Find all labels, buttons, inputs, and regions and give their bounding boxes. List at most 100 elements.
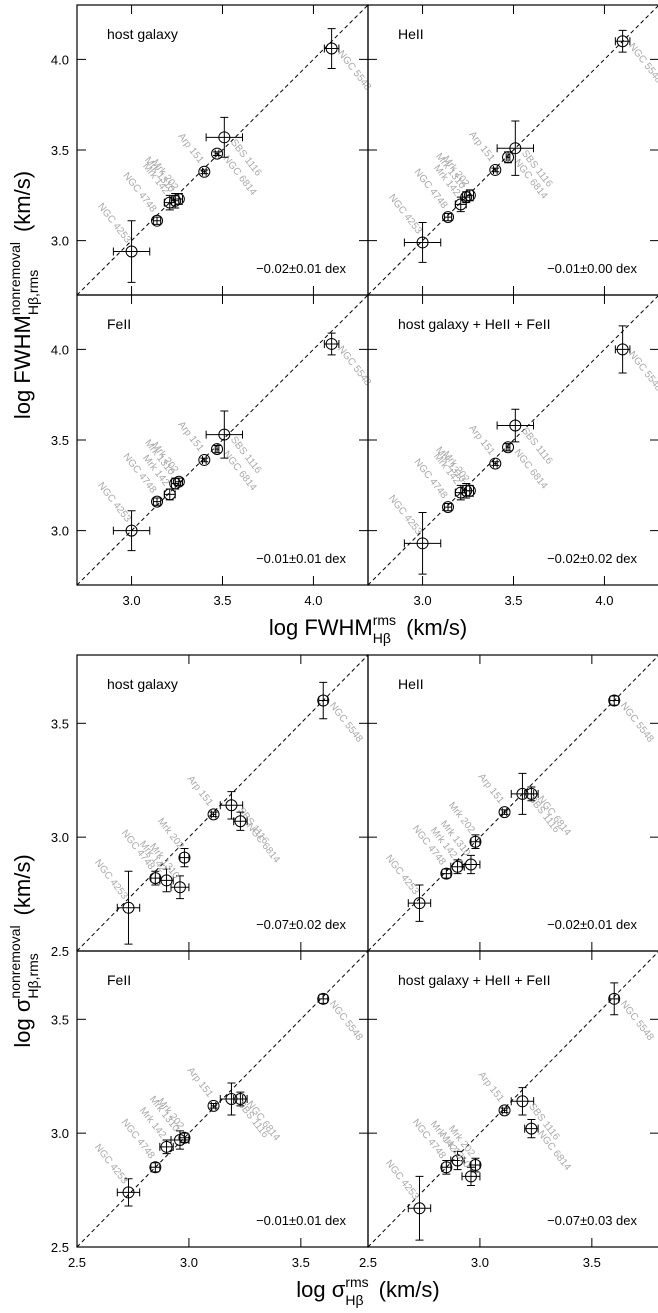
y-error-bar xyxy=(200,457,209,463)
point xyxy=(160,874,173,887)
y-error-bar xyxy=(327,28,336,69)
object-label: NGC 5548 xyxy=(618,701,656,745)
x-tick-label: 3.5 xyxy=(213,593,231,608)
y-error-bar xyxy=(200,169,209,175)
point xyxy=(173,881,186,894)
point xyxy=(207,808,220,821)
x-tick-label: 3.0 xyxy=(471,1255,489,1270)
panel-label: HeII xyxy=(398,676,424,692)
object-label: NGC 4253 xyxy=(383,853,421,897)
x-axis-label: log σrms Hβ (km/s) xyxy=(296,1274,439,1308)
y-error-bar xyxy=(327,332,336,356)
y-error-bar xyxy=(127,510,136,552)
point xyxy=(440,1161,453,1174)
panel-label: FeII xyxy=(107,316,131,332)
object-label: NGC 4253 xyxy=(92,1142,130,1186)
x-tick-label: 3.5 xyxy=(292,1255,310,1270)
object-label: NGC 5548 xyxy=(626,41,658,85)
x-axis-label-unit: (km/s) xyxy=(379,1277,440,1302)
y-error-bar xyxy=(618,29,627,53)
y-axis-label-main: log σ xyxy=(10,998,35,1047)
object-label: NGC 4253 xyxy=(95,201,133,245)
y-axis-label-unit: (km/s) xyxy=(10,854,35,915)
point xyxy=(149,1161,162,1174)
y-tick-label: 4.0 xyxy=(51,342,69,357)
point xyxy=(218,131,231,144)
object-label: NGC 4253 xyxy=(386,493,424,537)
y-tick-label: 2.5 xyxy=(51,944,69,959)
y-tick-label: 2.5 xyxy=(51,1240,69,1255)
y-error-bar xyxy=(319,681,328,720)
object-label: NGC 5548 xyxy=(626,349,658,393)
point xyxy=(464,858,477,871)
point xyxy=(317,694,330,707)
point xyxy=(416,537,429,550)
y-tick-label: 3.0 xyxy=(51,234,69,249)
y-error-bar xyxy=(453,1150,462,1171)
y-axis-label-text: log σnonremoval Hβ,rms (km/s) xyxy=(7,854,41,1047)
y-error-bar xyxy=(227,1082,236,1116)
point xyxy=(160,1140,173,1153)
y-tick-label: 3.0 xyxy=(51,830,69,845)
point xyxy=(464,1170,477,1183)
x-tick-label: 4.0 xyxy=(595,593,613,608)
point xyxy=(218,428,231,441)
object-label: NGC 4253 xyxy=(95,480,133,524)
point xyxy=(211,443,224,456)
point xyxy=(516,1095,529,1108)
y-axis-label: log FWHMnonremoval Hβ,rms (km/s) xyxy=(7,171,41,419)
x-axis-label-unit: (km/s) xyxy=(406,615,467,640)
point xyxy=(413,897,426,910)
point xyxy=(502,441,515,454)
y-error-bar xyxy=(618,325,627,374)
object-label: Arp 151 xyxy=(175,419,206,454)
x-axis-label-text: log FWHMrms Hβ (km/s) xyxy=(269,612,467,646)
y-error-bar xyxy=(610,982,619,1016)
object-label: NGC 5548 xyxy=(327,701,365,745)
identity-line xyxy=(367,295,658,586)
y-error-bar xyxy=(471,834,480,850)
panel-label: host galaxy + HeII + FeII xyxy=(398,316,551,332)
point xyxy=(502,151,515,164)
x-axis-label-main: log σ xyxy=(296,1277,345,1302)
identity-line xyxy=(367,5,658,296)
fit-annotation: −0.01±0.01 dex xyxy=(256,551,346,566)
y-error-bar xyxy=(124,1178,133,1207)
y-axis-label-sub: Hβ,rms xyxy=(25,953,41,998)
object-label: Arp 151 xyxy=(476,772,507,807)
point xyxy=(198,453,211,466)
point xyxy=(469,1159,482,1172)
y-error-bar xyxy=(236,811,245,831)
y-error-bar xyxy=(174,477,183,486)
fit-annotation: −0.02±0.01 dex xyxy=(547,917,637,932)
point xyxy=(151,214,164,227)
object-label: Arp 151 xyxy=(466,129,497,164)
object-label: Arp 151 xyxy=(185,1065,216,1100)
y-error-bar xyxy=(153,216,162,225)
y-error-bar xyxy=(504,443,513,452)
point xyxy=(163,488,176,501)
y-axis-label-unit: (km/s) xyxy=(10,171,35,232)
y-tick-label: 3.0 xyxy=(51,1126,69,1141)
y-axis-label: log σnonremoval Hβ,rms (km/s) xyxy=(7,854,41,1047)
point xyxy=(149,872,162,885)
x-axis-label-sub: Hβ xyxy=(345,1292,363,1308)
y-error-bar xyxy=(209,1103,218,1109)
point xyxy=(198,165,211,178)
y-error-bar xyxy=(466,854,475,875)
identity-line xyxy=(367,951,658,1248)
y-error-bar xyxy=(504,151,513,164)
point xyxy=(234,1093,247,1105)
panel-frame xyxy=(367,950,658,1248)
object-label: NGC 5548 xyxy=(327,999,365,1043)
x-tick-label: 3.0 xyxy=(123,593,141,608)
y-axis-label-text: log FWHMnonremoval Hβ,rms (km/s) xyxy=(7,171,41,419)
fit-annotation: −0.07±0.03 dex xyxy=(547,1213,637,1228)
panel-label: host galaxy xyxy=(107,676,178,692)
point xyxy=(509,419,522,432)
y-error-bar xyxy=(415,884,424,922)
x-axis-label-sub: Hβ xyxy=(373,630,391,646)
y-error-bar xyxy=(213,444,222,454)
panel-label: host galaxy + HeII + FeII xyxy=(398,972,551,988)
point xyxy=(151,495,164,508)
